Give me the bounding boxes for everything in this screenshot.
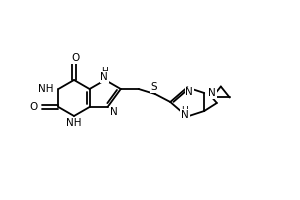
Text: N: N bbox=[181, 110, 189, 120]
Text: N: N bbox=[208, 88, 216, 98]
Text: O: O bbox=[29, 102, 38, 112]
Text: N: N bbox=[110, 107, 117, 117]
Text: S: S bbox=[151, 82, 157, 92]
Text: H: H bbox=[101, 68, 108, 76]
Text: N: N bbox=[100, 72, 108, 82]
Text: NH: NH bbox=[38, 84, 53, 94]
Text: H: H bbox=[181, 106, 188, 115]
Text: O: O bbox=[72, 53, 80, 63]
Text: NH: NH bbox=[66, 118, 82, 128]
Text: N: N bbox=[185, 87, 193, 97]
